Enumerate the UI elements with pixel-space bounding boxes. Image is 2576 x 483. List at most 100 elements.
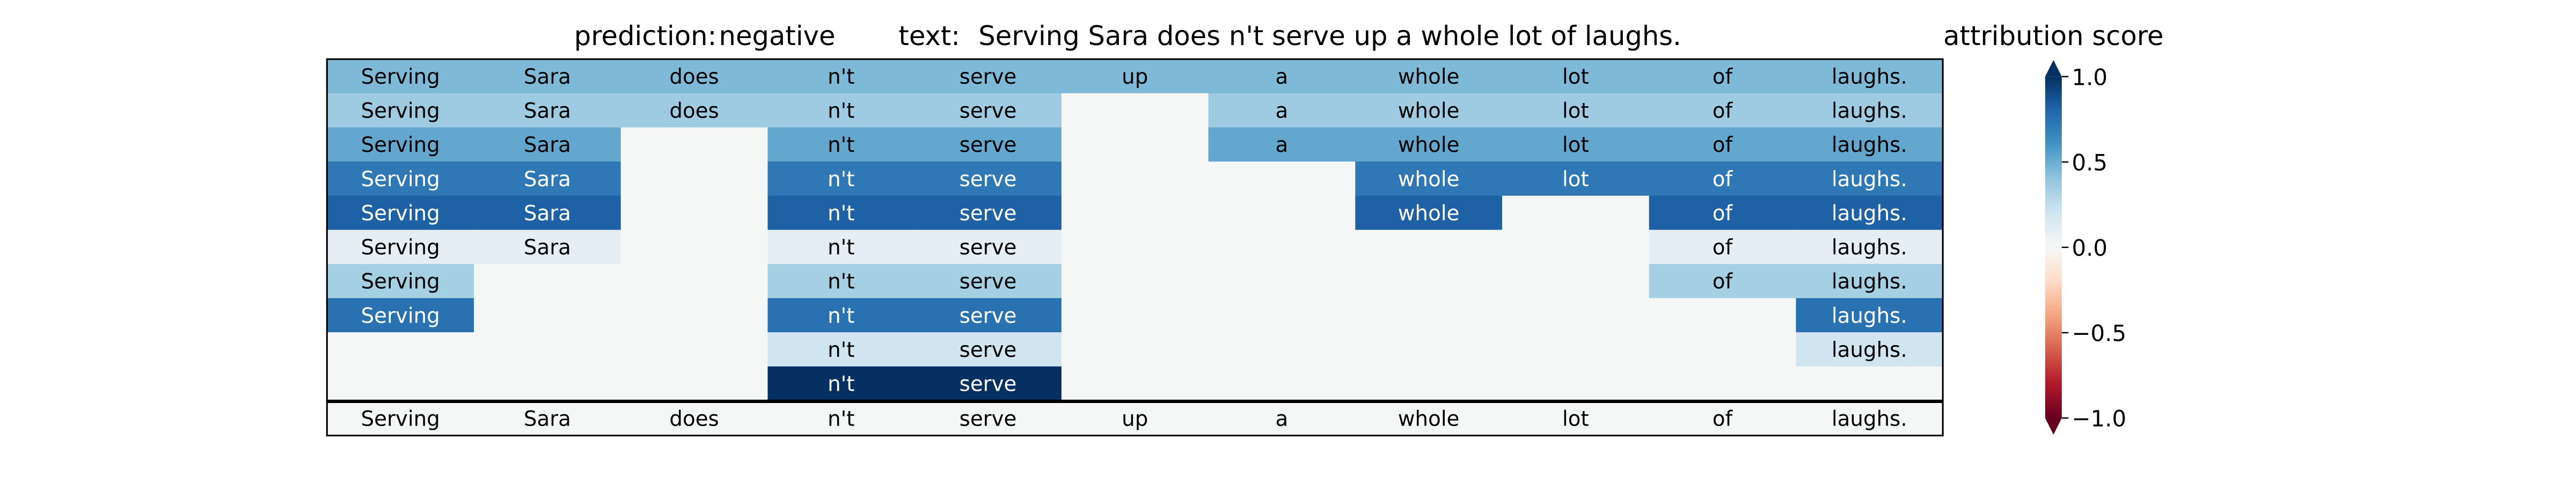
- heatmap-cell-empty: [1208, 298, 1356, 333]
- heatmap-cell-token: laughs.: [1832, 304, 1907, 328]
- heatmap-cell-empty: [620, 264, 769, 299]
- heatmap-cell: [474, 162, 621, 196]
- prediction-label: prediction:: [574, 20, 717, 52]
- heatmap-cell-empty: [1061, 230, 1209, 265]
- heatmap-cell-empty: [474, 332, 621, 367]
- heatmap-cell-token: of: [1713, 65, 1733, 89]
- heatmap-cell-empty: [1502, 230, 1650, 265]
- heatmap-cell-empty: [1502, 195, 1650, 231]
- colorbar-min-extension: [2045, 418, 2062, 435]
- heatmap-cell-token: serve: [960, 133, 1017, 157]
- heatmap-cell: [1649, 230, 1797, 265]
- heatmap-cell-empty: [1502, 332, 1650, 367]
- heatmap-cell-empty: [474, 366, 621, 401]
- heatmap-cell: [1355, 59, 1503, 94]
- heatmap-cell: [767, 366, 916, 401]
- heatmap-cell: [767, 59, 916, 94]
- heatmap-cell: [1649, 59, 1797, 94]
- heatmap-cell: [474, 59, 621, 94]
- heatmap-cell-empty: [620, 127, 769, 163]
- heatmap-cell: [1649, 195, 1797, 231]
- heatmap-cell-empty: [1355, 230, 1503, 265]
- footer-token-row: Serving Sara does n't serve up a whole lot of laug…: [327, 401, 1943, 436]
- heatmap-cell-empty: [620, 162, 769, 196]
- heatmap-cell-empty: [1208, 195, 1356, 231]
- heatmap-cell-token: of: [1713, 201, 1733, 225]
- heatmap-cell: [1502, 162, 1650, 196]
- heatmap-cell: [474, 195, 621, 231]
- heatmap-cell: [474, 127, 621, 163]
- heatmap-cell: [767, 195, 916, 231]
- heatmap-cell-empty: [474, 298, 621, 333]
- heatmap-cell: [1796, 264, 1944, 299]
- heatmap-cell-token: whole: [1398, 167, 1460, 192]
- heatmap-cell-token: laughs.: [1832, 201, 1907, 225]
- heatmap-cell-token: serve: [960, 270, 1017, 294]
- heatmap-cell: [327, 230, 475, 265]
- heatmap-cell: [327, 93, 475, 128]
- heatmap-cell-token: serve: [960, 338, 1017, 362]
- heatmap-cell: [1208, 127, 1356, 163]
- heatmap-cell-empty: [1649, 366, 1797, 401]
- heatmap-cell-token: serve: [960, 304, 1017, 328]
- footer-token: a: [1276, 407, 1289, 431]
- heatmap-cell-token: serve: [960, 167, 1017, 192]
- heatmap-cell: [914, 264, 1063, 299]
- heatmap-cell-empty: [1355, 264, 1503, 299]
- heatmap-cell-token: Serving: [361, 236, 440, 260]
- heatmap-cell-token: Sara: [524, 65, 571, 89]
- heatmap-cell: [914, 127, 1063, 163]
- heatmap-cell-token: n't: [828, 236, 854, 260]
- heatmap-cell-token: n't: [828, 270, 854, 294]
- heatmap-cell: [1796, 298, 1944, 333]
- heatmap-cell-token: up: [1122, 65, 1148, 89]
- heatmap-cell-empty: [1355, 332, 1503, 367]
- heatmap-cell-empty: [327, 366, 475, 401]
- heatmap-cell: [620, 59, 769, 94]
- heatmap-cell-token: does: [669, 65, 719, 89]
- colorbar-label: attribution score: [1943, 20, 2163, 52]
- heatmap-cell-token: whole: [1398, 201, 1460, 225]
- heatmap-cell-token: laughs.: [1832, 99, 1907, 123]
- heatmap-cell: [1502, 127, 1650, 163]
- footer-token: serve: [960, 407, 1017, 431]
- heatmap-cell: [767, 264, 916, 299]
- heatmap-cell-token: laughs.: [1832, 338, 1907, 362]
- heatmap-cell: [1796, 93, 1944, 128]
- heatmap-cell-token: lot: [1562, 65, 1589, 89]
- footer-token: lot: [1562, 407, 1589, 431]
- heatmap-cell-token: serve: [960, 372, 1017, 397]
- heatmap-cell: [914, 230, 1063, 265]
- heatmap-cell-token: Sara: [524, 201, 571, 225]
- heatmap-cell: [1796, 332, 1944, 367]
- heatmap-cell: [327, 298, 475, 333]
- heatmap-cell-token: laughs.: [1832, 65, 1907, 89]
- heatmap-cell: [767, 127, 916, 163]
- heatmap-cell: [1796, 162, 1944, 196]
- heatmap-cell: [767, 162, 916, 196]
- heatmap-cell-token: of: [1713, 270, 1733, 294]
- heatmap-cell: [914, 298, 1063, 333]
- heatmap-cell: [1796, 195, 1944, 231]
- heatmap-cell-empty: [620, 230, 769, 265]
- heatmap-cell-token: Sara: [524, 133, 571, 157]
- heatmap-cell: [620, 93, 769, 128]
- heatmap-cell-token: Serving: [361, 201, 440, 225]
- heatmap-cell: [1796, 59, 1944, 94]
- heatmap-cell: [327, 264, 475, 299]
- heatmap-cell: [1355, 162, 1503, 196]
- heatmap-cell-empty: [1502, 366, 1650, 401]
- heatmap-cell-empty: [1649, 332, 1797, 367]
- heatmap-cell-empty: [1061, 127, 1209, 163]
- heatmap-cell: [914, 162, 1063, 196]
- heatmap-cell-token: serve: [960, 236, 1017, 260]
- heatmap-cell-token: serve: [960, 99, 1017, 123]
- heatmap-cell-token: Serving: [361, 270, 440, 294]
- heatmap-cell-token: n't: [828, 372, 854, 397]
- heatmap-cell-token: laughs.: [1832, 133, 1907, 157]
- heatmap-cell-token: whole: [1398, 65, 1460, 89]
- colorbar-tick-label: −1.0: [2072, 405, 2126, 431]
- colorbar-gradient: [2045, 76, 2062, 418]
- heatmap-cell: [1649, 264, 1797, 299]
